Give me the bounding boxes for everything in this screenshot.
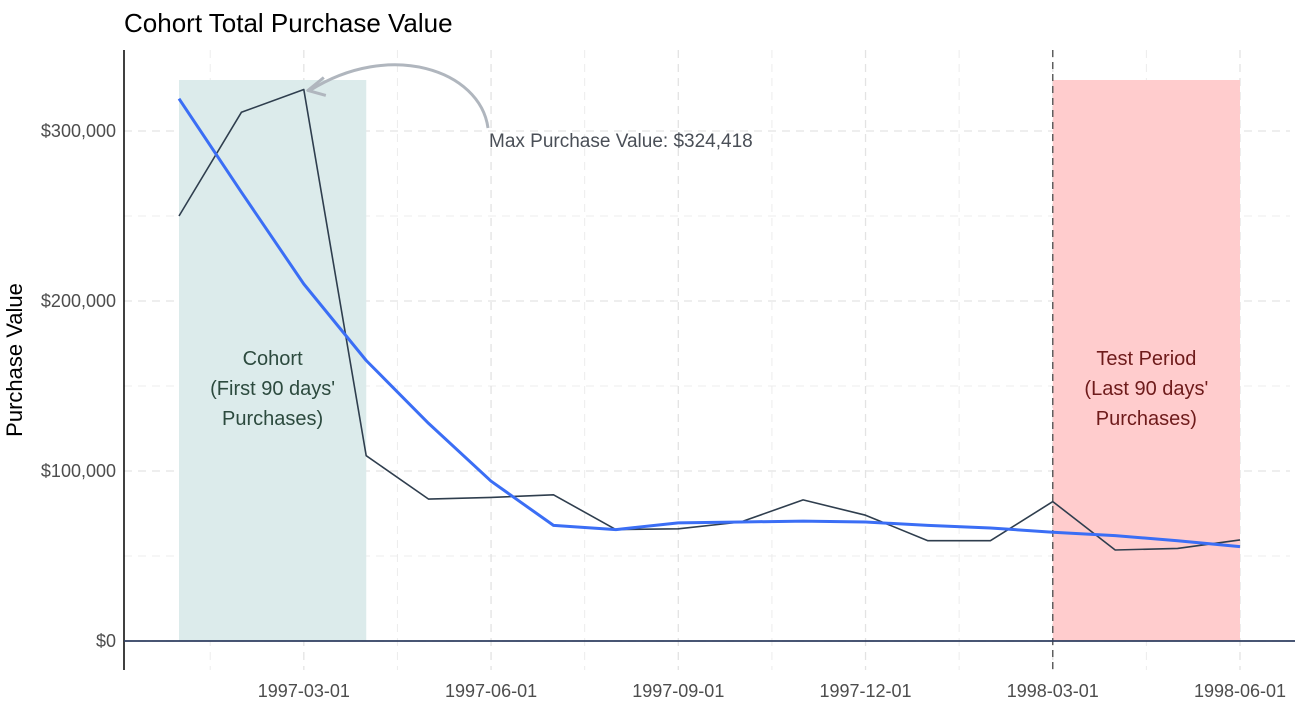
series-lines: [177, 50, 1241, 670]
region-label-test: Purchases): [1096, 408, 1197, 430]
x-tick-label: 1997-06-01: [445, 681, 537, 701]
y-tick-label: $100,000: [41, 461, 116, 481]
labels: Cohort (First 90 days' Purchases) Test Peri…: [2, 121, 1286, 701]
y-tick-label: $200,000: [41, 291, 116, 311]
series-line-smoothed: [177, 97, 1241, 549]
annotation-arrowhead: [306, 76, 327, 97]
region-label-test: Test Period: [1096, 348, 1196, 370]
region-label-cohort: Purchases): [222, 408, 323, 430]
axes: [123, 50, 1295, 670]
annotation-text: Max Purchase Value: $324,418: [489, 131, 753, 152]
series-line-observed: [178, 88, 1241, 551]
y-tick-label: $300,000: [41, 121, 116, 141]
region-label-cohort: Cohort: [243, 348, 303, 370]
x-tick-label: 1997-03-01: [258, 681, 350, 701]
shaded-regions: [179, 80, 1240, 641]
region-label-test: (Last 90 days': [1084, 378, 1208, 400]
y-axis-title: Purchase Value: [2, 283, 27, 437]
y-tick-label: $0: [96, 631, 116, 651]
chart-title: Cohort Total Purchase Value: [124, 8, 453, 38]
annotation-arrow: [309, 63, 490, 129]
x-tick-label: 1997-12-01: [819, 681, 911, 701]
x-tick-label: 1998-06-01: [1194, 681, 1286, 701]
region-test: [1052, 80, 1240, 641]
x-tick-label: 1997-09-01: [632, 681, 724, 701]
region-cohort: [179, 80, 367, 641]
x-tick-label: 1998-03-01: [1007, 681, 1099, 701]
region-label-cohort: (First 90 days': [210, 378, 335, 400]
